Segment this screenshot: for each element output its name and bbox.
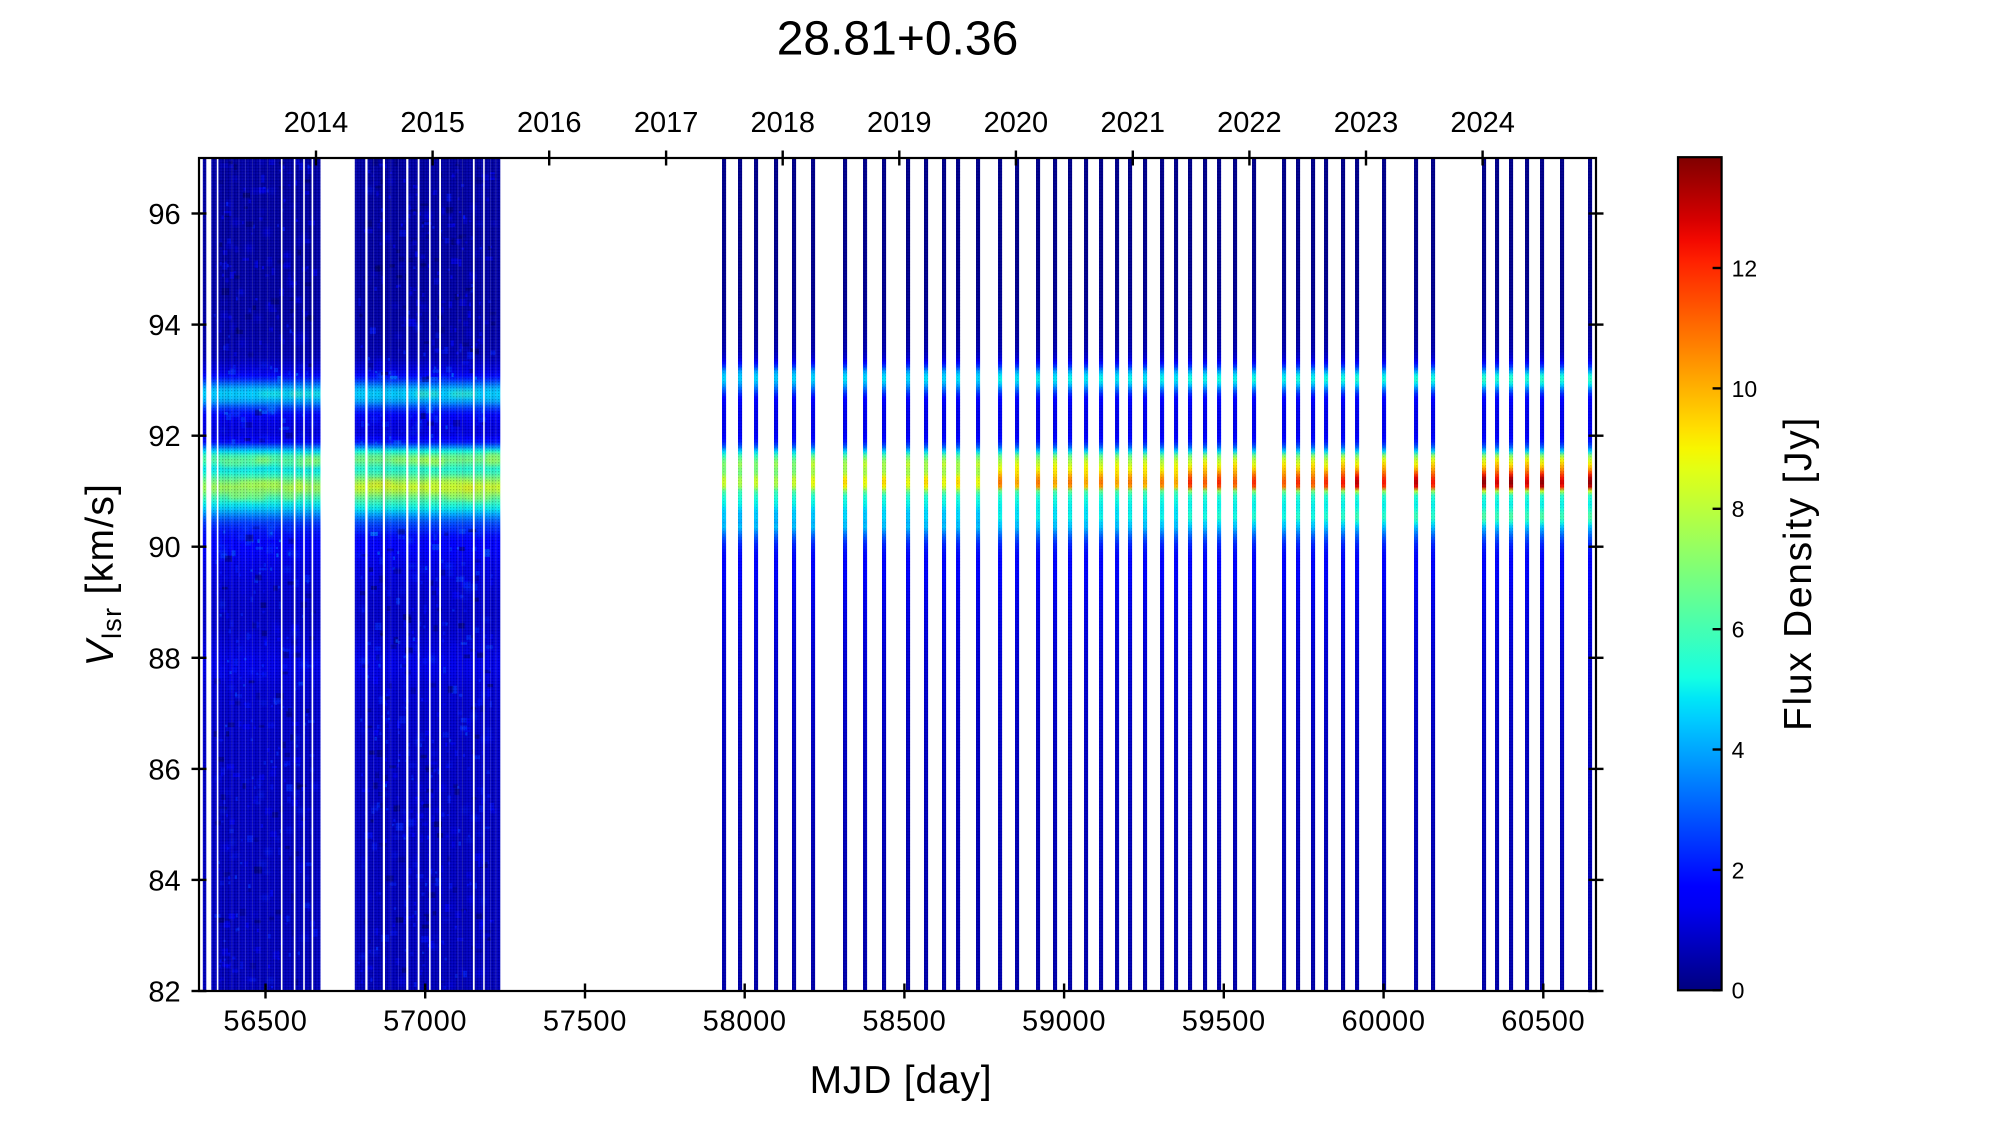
svg-text:59500: 59500 <box>1182 1006 1266 1038</box>
svg-text:2019: 2019 <box>867 107 932 139</box>
svg-text:2020: 2020 <box>984 107 1049 139</box>
svg-text:92: 92 <box>148 421 180 453</box>
svg-text:2022: 2022 <box>1217 107 1282 139</box>
svg-text:Vlsr [km/s]: Vlsr [km/s] <box>79 483 127 667</box>
svg-text:84: 84 <box>148 865 180 897</box>
svg-text:60000: 60000 <box>1342 1006 1426 1038</box>
svg-text:Flux Density [Jy]: Flux Density [Jy] <box>1777 416 1820 731</box>
svg-text:90: 90 <box>148 532 180 564</box>
svg-text:6: 6 <box>1732 617 1745 643</box>
svg-text:58500: 58500 <box>862 1006 946 1038</box>
svg-text:28.81+0.36: 28.81+0.36 <box>777 13 1019 66</box>
svg-text:2021: 2021 <box>1101 107 1166 139</box>
svg-text:88: 88 <box>148 643 180 675</box>
svg-text:10: 10 <box>1732 376 1758 402</box>
svg-text:2016: 2016 <box>517 107 582 139</box>
svg-text:2015: 2015 <box>400 107 465 139</box>
svg-text:57500: 57500 <box>543 1006 627 1038</box>
svg-text:4: 4 <box>1732 737 1745 763</box>
svg-text:0: 0 <box>1732 978 1745 1004</box>
svg-text:58000: 58000 <box>703 1006 787 1038</box>
svg-text:12: 12 <box>1732 255 1758 281</box>
svg-text:8: 8 <box>1732 496 1745 522</box>
svg-text:2014: 2014 <box>284 107 349 139</box>
svg-text:2024: 2024 <box>1450 107 1515 139</box>
svg-text:2: 2 <box>1732 857 1745 883</box>
svg-text:57000: 57000 <box>383 1006 467 1038</box>
svg-text:82: 82 <box>148 977 180 1009</box>
svg-text:59000: 59000 <box>1022 1006 1106 1038</box>
svg-text:56500: 56500 <box>223 1006 307 1038</box>
svg-text:MJD [day]: MJD [day] <box>810 1059 993 1102</box>
svg-text:60500: 60500 <box>1501 1006 1585 1038</box>
svg-text:94: 94 <box>148 310 180 342</box>
svg-text:96: 96 <box>148 199 180 231</box>
svg-text:2023: 2023 <box>1334 107 1399 139</box>
svg-text:2017: 2017 <box>634 107 699 139</box>
svg-text:2018: 2018 <box>750 107 815 139</box>
svg-text:86: 86 <box>148 754 180 786</box>
